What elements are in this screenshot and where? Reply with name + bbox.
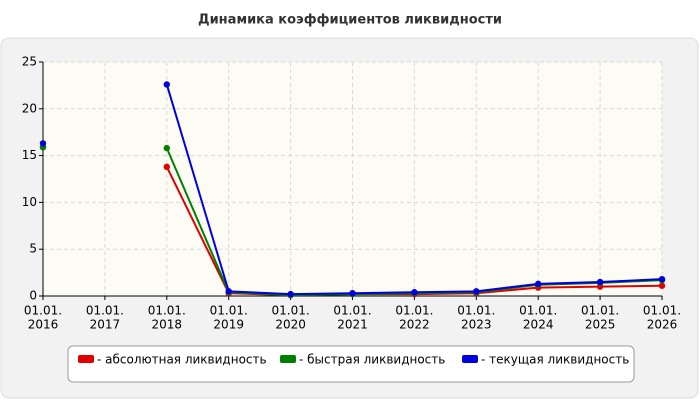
x-tick-label: 2025 xyxy=(585,318,616,332)
x-tick-label: 01.01. xyxy=(272,304,310,318)
legend-label: - абсолютная ликвидность xyxy=(97,353,267,367)
x-tick-label: 2018 xyxy=(152,318,183,332)
y-tick-label: 15 xyxy=(22,148,37,162)
point xyxy=(658,282,666,289)
x-tick-label: 2022 xyxy=(399,318,430,332)
point xyxy=(411,289,418,296)
chart-title: Динамика коэффициентов ликвидности xyxy=(198,13,502,28)
x-tick-label: 2016 xyxy=(28,318,59,332)
y-tick-label: 5 xyxy=(29,242,37,256)
legend-swatch xyxy=(78,355,94,363)
x-tick-label: 2024 xyxy=(523,318,554,332)
x-tick-label: 2026 xyxy=(647,318,678,332)
point xyxy=(225,288,232,295)
x-tick-label: 01.01. xyxy=(643,304,681,318)
legend-swatch xyxy=(462,355,478,363)
x-tick-label: 2019 xyxy=(213,318,244,332)
legend-label: - текущая ликвидность xyxy=(481,353,629,367)
y-tick-label: 10 xyxy=(22,195,37,209)
legend xyxy=(67,345,635,383)
point xyxy=(535,280,542,288)
x-tick-label: 01.01. xyxy=(86,304,124,318)
x-tick-label: 2017 xyxy=(90,318,121,332)
x-tick-label: 01.01. xyxy=(581,304,619,318)
point xyxy=(287,290,294,298)
x-tick-label: 01.01. xyxy=(210,304,248,318)
legend-swatch xyxy=(280,355,296,363)
x-tick-label: 01.01. xyxy=(333,304,371,318)
point xyxy=(596,278,604,286)
x-tick-label: 01.01. xyxy=(395,304,433,318)
x-tick-label: 01.01. xyxy=(519,304,557,318)
point xyxy=(658,275,666,283)
x-tick-label: 01.01. xyxy=(148,304,186,318)
point xyxy=(39,140,47,147)
x-tick-label: 01.01. xyxy=(457,304,495,318)
x-tick-label: 01.01. xyxy=(24,304,62,318)
point xyxy=(349,289,356,297)
point xyxy=(473,288,480,295)
y-tick-label: 25 xyxy=(22,55,37,69)
point xyxy=(163,163,170,171)
y-tick-label: 20 xyxy=(22,101,37,115)
point xyxy=(163,81,170,88)
point xyxy=(163,144,170,152)
x-tick-label: 2021 xyxy=(337,318,368,332)
x-tick-label: 2020 xyxy=(275,318,306,332)
x-tick-label: 2023 xyxy=(461,318,492,332)
y-tick-label: 0 xyxy=(29,289,37,303)
legend-label: - быстрая ликвидность xyxy=(299,353,445,367)
